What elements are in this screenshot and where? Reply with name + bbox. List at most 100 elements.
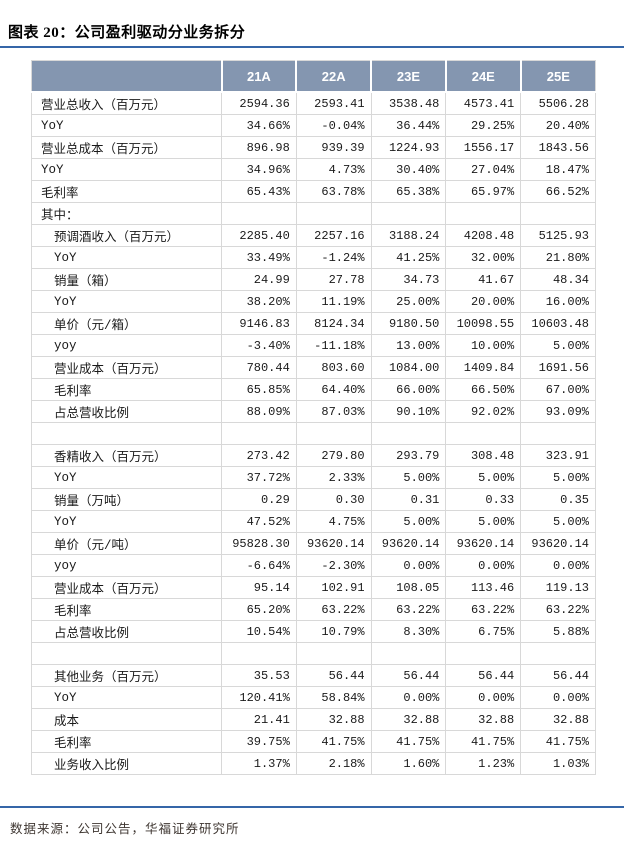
value-cell: 66.52% bbox=[520, 180, 596, 203]
value-cell: 21.41 bbox=[221, 708, 297, 731]
value-cell: 0.33 bbox=[445, 488, 522, 511]
value-cell: 2.18% bbox=[295, 752, 372, 775]
table-row: 营业总收入（百万元） 2594.36 2593.41 3538.48 4573.41 55… bbox=[31, 91, 596, 115]
value-cell: 18.47% bbox=[520, 158, 596, 181]
value-cell: 56.44 bbox=[520, 664, 596, 687]
value-cell: 323.91 bbox=[520, 444, 596, 467]
value-cell: 32.88 bbox=[370, 708, 447, 731]
row-label: 占总营收比例 bbox=[31, 620, 222, 643]
value-cell: 5.00% bbox=[370, 466, 447, 489]
value-cell: 279.80 bbox=[295, 444, 372, 467]
value-cell: 1.60% bbox=[370, 752, 447, 775]
column-header-21A: 21A bbox=[220, 60, 297, 93]
value-cell: -2.30% bbox=[295, 554, 372, 577]
table-row: 营业成本（百万元） 780.44 803.60 1084.00 1409.84 1691.… bbox=[31, 356, 596, 379]
row-label: YoY bbox=[31, 510, 222, 533]
row-label: YoY bbox=[31, 246, 222, 269]
value-cell: 56.44 bbox=[445, 664, 522, 687]
table-row: 业务收入比例 1.37% 2.18% 1.60% 1.23% 1.03% bbox=[31, 752, 596, 775]
value-cell: 41.75% bbox=[370, 730, 447, 753]
value-cell: 33.49% bbox=[221, 246, 297, 269]
value-cell: 308.48 bbox=[445, 444, 522, 467]
value-cell: 1.37% bbox=[221, 752, 297, 775]
value-cell: 93620.14 bbox=[520, 532, 596, 555]
row-label: YoY bbox=[31, 466, 222, 489]
value-cell: 64.40% bbox=[295, 378, 372, 401]
table-row: 毛利率 39.75% 41.75% 41.75% 41.75% 41.75% bbox=[31, 730, 596, 753]
value-cell bbox=[445, 422, 522, 445]
value-cell: 29.25% bbox=[445, 114, 522, 137]
value-cell: 0.00% bbox=[520, 686, 596, 709]
row-label: 其他业务（百万元） bbox=[31, 664, 222, 687]
value-cell: 20.40% bbox=[520, 114, 596, 137]
table-row: 成本 21.41 32.88 32.88 32.88 32.88 bbox=[31, 708, 596, 731]
value-cell: -11.18% bbox=[295, 334, 372, 357]
value-cell: 5.00% bbox=[520, 466, 596, 489]
value-cell: 293.79 bbox=[370, 444, 447, 467]
value-cell: 16.00% bbox=[520, 290, 596, 313]
value-cell: 41.67 bbox=[445, 268, 522, 291]
value-cell: 41.75% bbox=[520, 730, 596, 753]
value-cell: -3.40% bbox=[221, 334, 297, 357]
value-cell: 113.46 bbox=[445, 576, 522, 599]
header-row: 21A 22A 23E 24E 25E bbox=[31, 60, 596, 93]
table-row: 占总营收比例 10.54% 10.79% 8.30% 6.75% 5.88% bbox=[31, 620, 596, 643]
table-row: 其中： bbox=[31, 202, 596, 225]
table-row: YoY 33.49% -1.24% 41.25% 32.00% 21.80% bbox=[31, 246, 596, 269]
table-row: YoY 37.72% 2.33% 5.00% 5.00% 5.00% bbox=[31, 466, 596, 489]
value-cell: 32.88 bbox=[295, 708, 372, 731]
value-cell: 93620.14 bbox=[295, 532, 372, 555]
value-cell: 3538.48 bbox=[370, 91, 447, 115]
value-cell bbox=[445, 202, 522, 225]
title-underline bbox=[0, 46, 624, 48]
table-row: 营业成本（百万元） 95.14 102.91 108.05 113.46 119.13 bbox=[31, 576, 596, 599]
table-body: 营业总收入（百万元） 2594.36 2593.41 3538.48 4573.41 55… bbox=[31, 91, 596, 775]
value-cell: 5.00% bbox=[370, 510, 447, 533]
source-note: 数据来源：公司公告，华福证券研究所 bbox=[10, 822, 240, 836]
value-cell: 63.22% bbox=[295, 598, 372, 621]
value-cell: 24.99 bbox=[221, 268, 297, 291]
row-label: YoY bbox=[31, 290, 222, 313]
value-cell: 20.00% bbox=[445, 290, 522, 313]
table-row: 毛利率 65.43% 63.78% 65.38% 65.97% 66.52% bbox=[31, 180, 596, 203]
value-cell: 1843.56 bbox=[520, 136, 596, 159]
value-cell: 92.02% bbox=[445, 400, 522, 423]
value-cell: 41.25% bbox=[370, 246, 447, 269]
value-cell: 4208.48 bbox=[445, 224, 522, 247]
value-cell: 1084.00 bbox=[370, 356, 447, 379]
value-cell: 32.00% bbox=[445, 246, 522, 269]
value-cell: 34.96% bbox=[221, 158, 297, 181]
table-row: 其他业务（百万元） 35.53 56.44 56.44 56.44 56.44 bbox=[31, 664, 596, 687]
value-cell: -6.64% bbox=[221, 554, 297, 577]
value-cell: 32.88 bbox=[445, 708, 522, 731]
value-cell bbox=[370, 642, 447, 665]
table-row: 毛利率 65.85% 64.40% 66.00% 66.50% 67.00% bbox=[31, 378, 596, 401]
value-cell: 5125.93 bbox=[520, 224, 596, 247]
value-cell: 8124.34 bbox=[295, 312, 372, 335]
value-cell bbox=[445, 642, 522, 665]
value-cell: 65.85% bbox=[221, 378, 297, 401]
value-cell bbox=[520, 422, 596, 445]
row-label: YoY bbox=[31, 686, 222, 709]
value-cell: 0.00% bbox=[370, 554, 447, 577]
value-cell: 9146.83 bbox=[221, 312, 297, 335]
value-cell: 3188.24 bbox=[370, 224, 447, 247]
value-cell: 35.53 bbox=[221, 664, 297, 687]
table-row: 单价（元/箱） 9146.83 8124.34 9180.50 10098.55 1060… bbox=[31, 312, 596, 335]
value-cell: 896.98 bbox=[221, 136, 297, 159]
value-cell: 67.00% bbox=[520, 378, 596, 401]
value-cell: 0.00% bbox=[370, 686, 447, 709]
table-row: 占总营收比例 88.09% 87.03% 90.10% 92.02% 93.09% bbox=[31, 400, 596, 423]
column-header-22A: 22A bbox=[295, 60, 372, 93]
value-cell: 41.75% bbox=[295, 730, 372, 753]
value-cell: 34.73 bbox=[370, 268, 447, 291]
value-cell: 4573.41 bbox=[445, 91, 522, 115]
row-label: 预调酒收入（百万元） bbox=[31, 224, 222, 247]
value-cell: 41.75% bbox=[445, 730, 522, 753]
value-cell: 36.44% bbox=[370, 114, 447, 137]
value-cell: 48.34 bbox=[520, 268, 596, 291]
row-label bbox=[31, 642, 222, 665]
row-label: 占总营收比例 bbox=[31, 400, 222, 423]
table-row: 销量（箱） 24.99 27.78 34.73 41.67 48.34 bbox=[31, 268, 596, 291]
